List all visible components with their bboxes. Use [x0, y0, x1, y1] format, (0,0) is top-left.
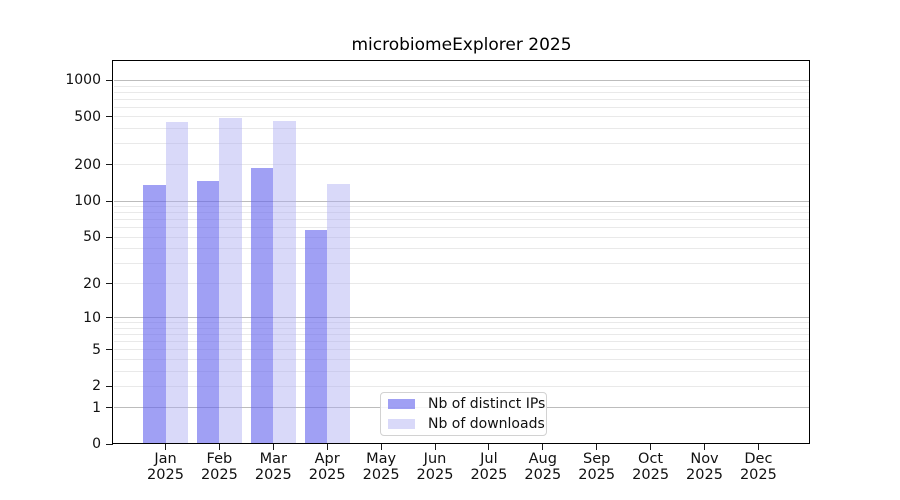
minor-gridline: [114, 341, 809, 343]
y-tick: [106, 116, 113, 118]
major-gridline: [114, 317, 809, 319]
minor-gridline: [114, 128, 809, 130]
x-tick-label: May 2025: [362, 451, 400, 483]
x-tick: [380, 444, 382, 450]
minor-gridline: [114, 206, 809, 208]
bar-distinct-ips: [143, 184, 166, 443]
x-tick: [488, 444, 490, 450]
minor-gridline: [114, 349, 809, 351]
minor-gridline: [114, 248, 809, 250]
x-tick-label: Jul 2025: [470, 451, 508, 483]
major-gridline: [114, 200, 809, 202]
y-tick-label: 1: [92, 399, 101, 416]
x-tick: [434, 444, 436, 450]
y-tick-label: 1000: [65, 72, 101, 89]
legend-swatch-distinct-ips-icon: [388, 399, 415, 409]
x-tick: [165, 444, 166, 450]
y-tick-label: 2: [92, 378, 101, 395]
bar-downloads: [165, 121, 188, 443]
minor-gridline: [114, 85, 809, 87]
y-tick: [106, 200, 113, 202]
x-tick-label: Aug 2025: [524, 451, 562, 483]
x-tick-label: Jun 2025: [416, 451, 454, 483]
legend-item-distinct-ips: Nb of distinct IPs: [388, 396, 545, 412]
minor-gridline: [114, 212, 809, 214]
y-tick-label: 20: [83, 275, 101, 292]
y-tick: [106, 79, 113, 81]
y-tick-label: 50: [83, 229, 101, 246]
minor-gridline: [114, 143, 809, 145]
minor-gridline: [114, 370, 809, 372]
x-tick: [757, 444, 759, 450]
major-gridline: [114, 79, 809, 81]
minor-gridline: [114, 262, 809, 264]
minor-gridline: [114, 322, 809, 324]
minor-gridline: [114, 236, 809, 238]
y-tick-label: 200: [74, 156, 101, 173]
minor-gridline: [114, 98, 809, 100]
y-tick-label: 100: [74, 193, 101, 210]
y-tick: [106, 443, 113, 445]
chart-title: microbiomeExplorer 2025: [351, 35, 572, 55]
y-tick: [106, 349, 113, 351]
x-tick-label: Feb 2025: [200, 451, 238, 483]
minor-gridline: [114, 385, 809, 387]
x-tick-label: Nov 2025: [686, 451, 723, 483]
y-tick-label: 5: [92, 341, 101, 358]
x-tick: [326, 444, 328, 450]
x-tick: [542, 444, 544, 450]
minor-gridline: [114, 358, 809, 360]
y-tick: [106, 407, 113, 409]
legend: Nb of distinct IPs Nb of downloads: [380, 392, 547, 436]
minor-gridline: [114, 283, 809, 285]
x-tick: [218, 444, 220, 450]
bar-downloads: [273, 120, 296, 443]
x-tick: [704, 444, 705, 450]
minor-gridline: [114, 334, 809, 336]
bar-distinct-ips: [196, 180, 220, 443]
x-tick: [650, 444, 652, 450]
y-tick-label: 0: [92, 436, 101, 452]
legend-swatch-downloads-icon: [388, 419, 415, 429]
y-tick: [106, 236, 113, 238]
y-tick-label: 10: [83, 309, 101, 326]
x-tick-label: Dec 2025: [739, 451, 777, 483]
bar-downloads: [327, 183, 350, 443]
x-tick-label: Jan 2025: [147, 451, 184, 483]
y-tick: [106, 283, 113, 285]
legend-label-downloads: Nb of downloads: [428, 415, 545, 432]
x-tick: [596, 444, 598, 450]
x-tick: [272, 444, 274, 450]
bar-downloads: [219, 117, 242, 443]
x-tick-label: Oct 2025: [632, 451, 670, 483]
minor-gridline: [114, 227, 809, 229]
legend-item-downloads: Nb of downloads: [388, 416, 545, 432]
minor-gridline: [114, 116, 809, 118]
minor-gridline: [114, 106, 809, 108]
x-tick-label: Apr 2025: [308, 451, 346, 483]
x-tick-label: Sep 2025: [578, 451, 616, 483]
y-tick: [106, 164, 113, 166]
y-tick: [106, 317, 113, 319]
minor-gridline: [114, 219, 809, 221]
y-tick-label: 500: [74, 108, 101, 125]
minor-gridline: [114, 164, 809, 166]
minor-gridline: [114, 327, 809, 329]
y-tick: [106, 385, 113, 387]
legend-label-distinct-ips: Nb of distinct IPs: [428, 395, 546, 412]
minor-gridline: [114, 91, 809, 93]
bar-distinct-ips: [304, 230, 328, 443]
x-tick-label: Mar 2025: [254, 451, 292, 483]
bar-distinct-ips: [250, 167, 274, 443]
